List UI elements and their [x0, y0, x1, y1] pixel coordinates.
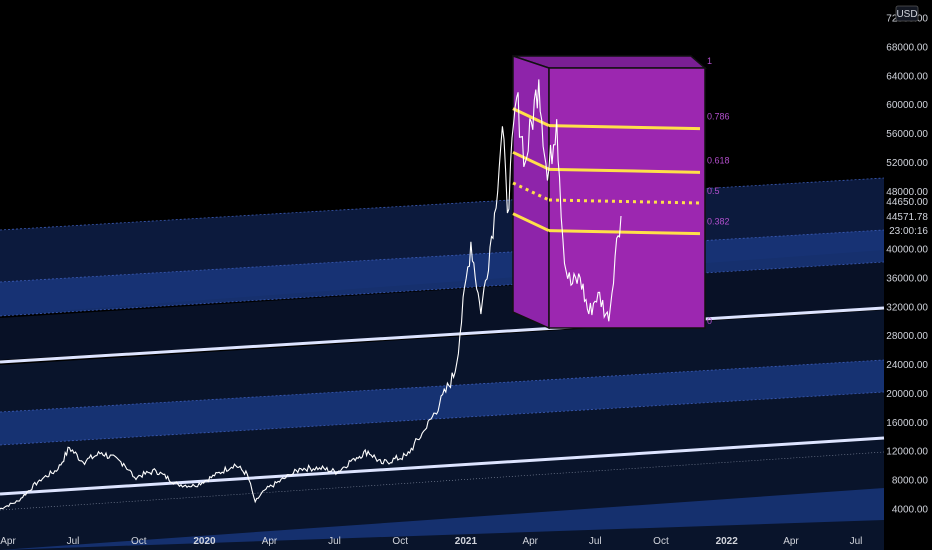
price-tick-label: 48000.00 — [886, 187, 928, 198]
main-trendline — [0, 306, 885, 364]
time-tick-label: Jul — [67, 536, 80, 547]
fib-box-front — [548, 67, 706, 329]
fib-level-line — [548, 124, 701, 131]
price-series-line — [0, 79, 622, 510]
channel-edge — [0, 451, 885, 511]
time-tick-label: Oct — [131, 536, 147, 547]
currency-badge[interactable]: USD — [895, 5, 919, 22]
price-tick-label: 64000.00 — [886, 71, 928, 82]
time-tick-label: Oct — [392, 536, 408, 547]
fib-level-line — [548, 229, 701, 236]
channel-band — [0, 360, 884, 445]
price-tick-label: 16000.00 — [886, 418, 928, 429]
time-tick-label: 2022 — [716, 536, 739, 547]
time-tick-label: Apr — [522, 536, 538, 547]
channel-edge — [0, 391, 885, 446]
fib-level-label: 1 — [707, 56, 712, 66]
fib-level-line — [512, 212, 550, 233]
price-tick-label: 56000.00 — [886, 129, 928, 140]
price-tick-label: 8000.00 — [892, 476, 929, 487]
time-tick-label: Apr — [783, 536, 799, 547]
price-tick-label: 52000.00 — [886, 158, 928, 169]
currency-badge-box — [895, 5, 919, 22]
fibonacci-levels: 1 0.786 0.618 0.5 0.382 0 — [512, 56, 730, 326]
fibonacci-retracement-box[interactable] — [512, 54, 708, 330]
price-tick-label: 68000.00 — [886, 42, 928, 53]
channel-edge — [0, 359, 885, 413]
time-tick-label: Jul — [850, 536, 863, 547]
time-tick-label: Apr — [0, 536, 16, 547]
fib-level-label: 0.382 — [707, 217, 730, 227]
fib-level-line — [512, 150, 550, 171]
price-marker-label: 44571.78 — [886, 212, 928, 223]
price-tick-label: 60000.00 — [886, 100, 928, 111]
price-tick-label: 40000.00 — [886, 245, 928, 256]
fib-level-label: 0.786 — [707, 112, 730, 122]
time-tick-label: 2021 — [455, 536, 478, 547]
time-tick-label: Oct — [653, 536, 669, 547]
fib-level-label: 0 — [707, 316, 712, 326]
channel-edge — [0, 177, 885, 231]
fib-level-label: 0.618 — [707, 155, 730, 165]
price-tick-label: 28000.00 — [886, 331, 928, 342]
fib-level-line — [548, 167, 701, 174]
price-tick-label: 24000.00 — [886, 360, 928, 371]
regression-channels — [0, 177, 885, 550]
time-axis[interactable]: Apr Jul Oct 2020 Apr Jul Oct 2021 Apr Jul Oct 2022 A… — [0, 536, 862, 547]
price-marker-label: 23:00:16 — [889, 226, 928, 237]
price-marker-label: 44650.00 — [886, 197, 928, 208]
channel-band — [0, 488, 884, 550]
channel-edge — [0, 229, 885, 283]
lower-trendline — [0, 436, 885, 496]
fib-level-label: 0.5 — [707, 186, 720, 196]
time-tick-label: Apr — [262, 536, 278, 547]
time-tick-label: 2020 — [193, 536, 216, 547]
price-tick-label: 36000.00 — [886, 273, 928, 284]
price-tick-label: 32000.00 — [886, 302, 928, 313]
currency-badge-label: USD — [896, 9, 917, 20]
time-tick-label: Jul — [328, 536, 341, 547]
price-tick-label: 20000.00 — [886, 389, 928, 400]
time-tick-label: Jul — [589, 536, 602, 547]
price-tick-label: 12000.00 — [886, 447, 928, 458]
price-tick-label: 4000.00 — [892, 505, 929, 516]
